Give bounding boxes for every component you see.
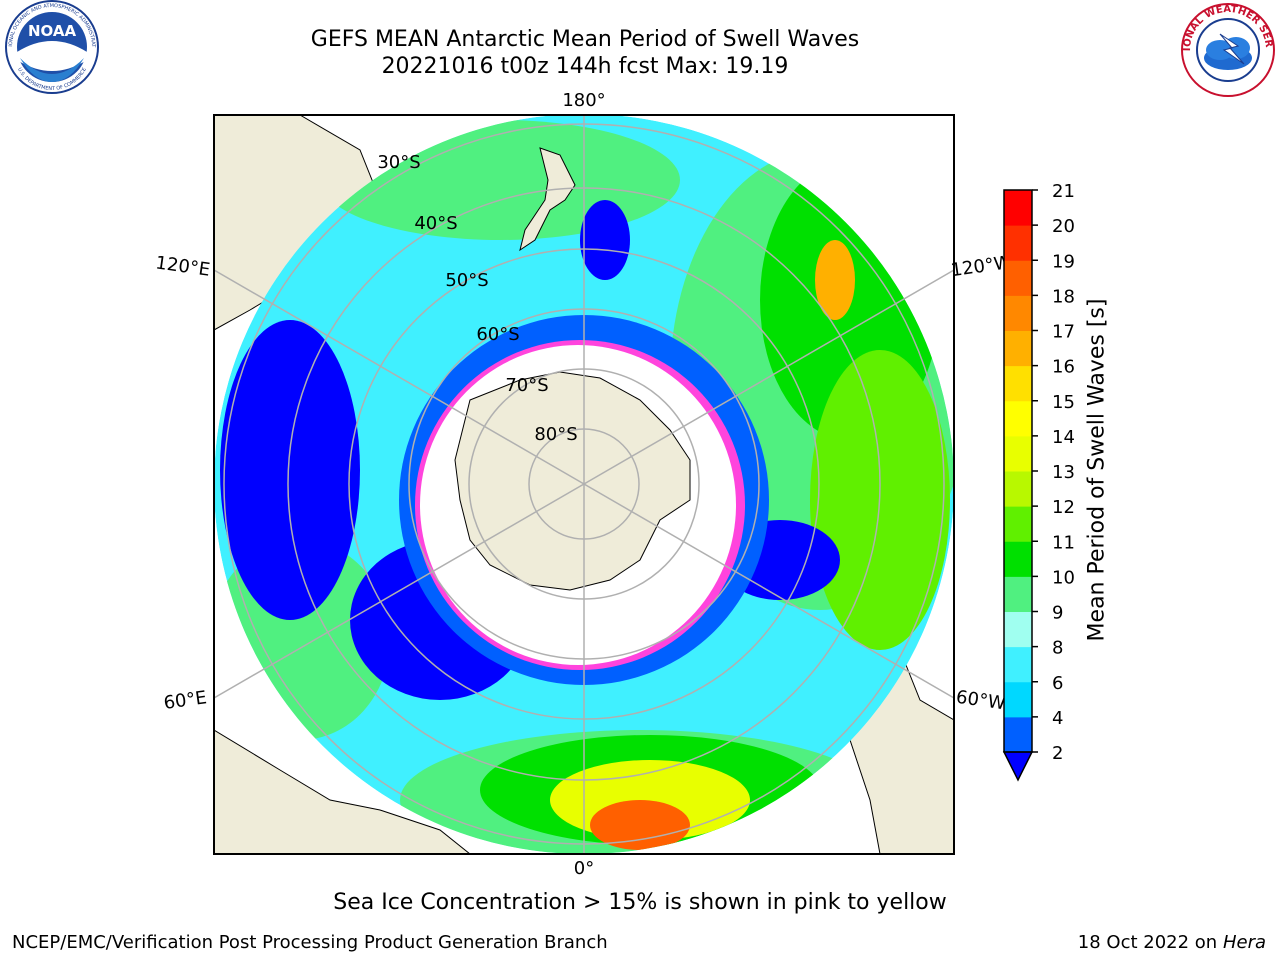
lat-label-70s: 70°S <box>505 375 548 396</box>
lat-label-80s: 80°S <box>534 424 577 445</box>
colorbar-swatch <box>1004 365 1032 402</box>
chart-title: GEFS MEAN Antarctic Mean Period of Swell… <box>310 27 860 52</box>
colorbar-under-arrow <box>1002 751 1034 782</box>
colorbar-label: Mean Period of Swell Waves [s] <box>1084 298 1110 642</box>
colorbar-swatch <box>1004 400 1032 437</box>
colorbar-swatch <box>1004 295 1032 331</box>
colorbar-swatch <box>1004 541 1032 577</box>
colorbar-tick-label: 6 <box>1052 673 1063 694</box>
colorbar-tick-label: 10 <box>1052 567 1075 588</box>
colorbar-swatch <box>1004 611 1032 648</box>
chart-subtitle: 20221016 t00z 144h fcst Max: 19.19 <box>381 54 789 79</box>
lat-label-30s: 30°S <box>377 152 420 173</box>
colorbar-swatch <box>1004 260 1032 296</box>
colorbar-swatch <box>1004 190 1032 226</box>
footer-date-text: 18 Oct 2022 on <box>1077 932 1223 953</box>
colorbar-swatch <box>1004 330 1032 367</box>
colorbar-tick-label: 21 <box>1052 181 1075 202</box>
lon-label-0: 0° <box>574 858 594 879</box>
colorbar-tick-label: 4 <box>1052 708 1063 729</box>
map-frame <box>213 114 955 855</box>
colorbar-tick-label: 18 <box>1052 286 1075 307</box>
colorbar-tick-label: 11 <box>1052 532 1075 553</box>
colorbar-tick-label: 20 <box>1052 216 1075 237</box>
colorbar-tick-label: 2 <box>1052 743 1063 764</box>
lat-label-40s: 40°S <box>414 213 457 234</box>
colorbar-swatch <box>1004 681 1032 718</box>
graticule <box>214 115 954 854</box>
colorbar-tick-label: 12 <box>1052 497 1075 518</box>
noaa-logo: NOAA NATIONAL OCEANIC AND ATMOSPHERIC AD… <box>0 0 99 94</box>
colorbar-swatch <box>1004 225 1032 261</box>
colorbar-tick-label: 19 <box>1052 251 1075 272</box>
colorbar-tick-label: 16 <box>1052 357 1075 378</box>
lat-label-50s: 50°S <box>445 270 488 291</box>
colorbar-tick-label: 13 <box>1052 462 1075 483</box>
footer-credit: NCEP/EMC/Verification Post Processing Pr… <box>12 932 608 953</box>
sea-ice-caption: Sea Ice Concentration > 15% is shown in … <box>333 890 947 915</box>
lon-label-180: 180° <box>562 90 605 111</box>
colorbar-swatch <box>1004 471 1032 507</box>
footer-date: 18 Oct 2022 on Hera <box>1078 932 1266 953</box>
colorbar-swatch <box>1004 646 1032 683</box>
lat-label-60s: 60°S <box>476 324 519 345</box>
colorbar-swatch <box>1004 716 1032 753</box>
antarctica-land <box>454 371 691 591</box>
map-plot-area <box>214 115 954 854</box>
lon-label-120e: 120°E <box>154 252 211 280</box>
nws-logo: NATIONAL WEATHER SERVICE <box>1176 0 1275 97</box>
colorbar-tick-label: 9 <box>1052 603 1063 624</box>
colorbar-tick-label: 15 <box>1052 392 1075 413</box>
colorbar-swatch <box>1004 576 1032 612</box>
lon-label-60e: 60°E <box>162 687 208 714</box>
colorbar: 2 4 6 8 9 10 11 12 13 14 15 16 17 18 19 20 21 <box>1002 181 1075 782</box>
colorbar-tick-label: 14 <box>1052 427 1075 448</box>
footer-machine: Hera <box>1222 932 1266 953</box>
noaa-logo-text: NOAA <box>28 22 77 40</box>
lon-label-60w: 60°W <box>955 687 1007 715</box>
new-zealand-land <box>519 147 576 252</box>
colorbar-tick-label: 8 <box>1052 638 1063 659</box>
colorbar-tick-label: 17 <box>1052 322 1075 343</box>
colorbar-swatch <box>1004 435 1032 472</box>
colorbar-swatch <box>1004 506 1032 542</box>
